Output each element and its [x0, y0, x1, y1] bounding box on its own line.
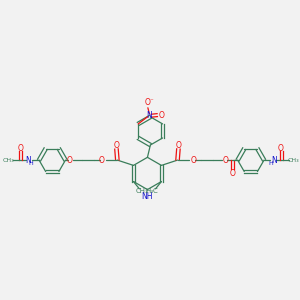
Text: NH: NH [142, 192, 153, 201]
Text: CH₃: CH₃ [287, 158, 299, 163]
Text: O: O [67, 156, 73, 165]
Text: O: O [145, 98, 151, 107]
Text: N: N [146, 111, 152, 120]
Text: CH₃: CH₃ [2, 158, 14, 163]
Text: O: O [18, 144, 24, 153]
Text: O: O [176, 141, 182, 150]
Text: N: N [26, 156, 32, 165]
Text: O: O [230, 169, 236, 178]
Text: CH₃: CH₃ [136, 188, 148, 194]
Text: O: O [222, 156, 228, 165]
Text: H: H [29, 161, 34, 166]
Text: O: O [278, 144, 284, 153]
Text: O: O [113, 141, 119, 150]
Text: H₃C: H₃C [146, 188, 158, 194]
Text: N: N [271, 156, 277, 165]
Text: H: H [268, 161, 273, 166]
Text: ⁻: ⁻ [150, 98, 154, 104]
Text: O: O [190, 156, 196, 165]
Text: O: O [99, 156, 105, 165]
Text: O: O [159, 111, 165, 120]
